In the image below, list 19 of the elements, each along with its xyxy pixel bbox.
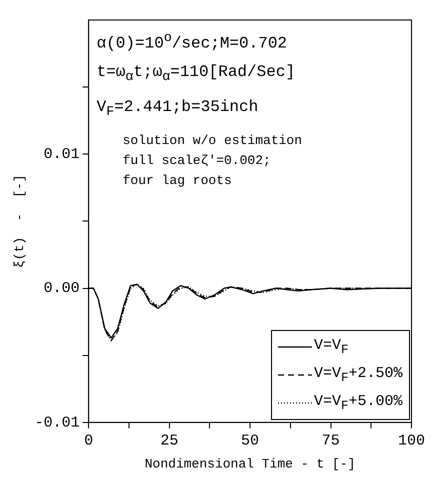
annotation: four lag roots bbox=[122, 172, 233, 190]
legend-label: V=V$_{F}$+5.00% bbox=[314, 393, 402, 414]
annotation: V$_{F}$=2.441;b=35inch bbox=[96, 96, 260, 122]
annotation: t=ω$_{α}$t;ω$_{α}$=110[Rad/Sec] bbox=[96, 62, 296, 88]
x-tick-label: 50 bbox=[241, 432, 260, 450]
y-tick-label: 0.00 bbox=[44, 280, 80, 298]
annotation: full scaleζ′=0.002; bbox=[122, 152, 272, 170]
annotation: solution w/o estimation bbox=[122, 132, 302, 150]
y-axis-title: ξ(t) - [-] bbox=[12, 174, 28, 268]
x-tick-label: 75 bbox=[322, 432, 340, 450]
legend-label: V=V$_{F}$+2.50% bbox=[314, 365, 402, 386]
y-tick-label: 0.01 bbox=[44, 146, 80, 164]
legend-label: V=V$_{F}$ bbox=[314, 337, 348, 358]
x-axis-title: Nondimensional Time - t [-] bbox=[144, 456, 356, 472]
annotation: α(0)=10$^{o}$/sec;M=0.702 bbox=[96, 30, 288, 54]
x-tick-label: 100 bbox=[398, 432, 426, 450]
x-tick-label: 25 bbox=[160, 432, 178, 450]
x-tick-label: 0 bbox=[84, 432, 94, 450]
y-tick-label: -0.01 bbox=[34, 414, 80, 432]
